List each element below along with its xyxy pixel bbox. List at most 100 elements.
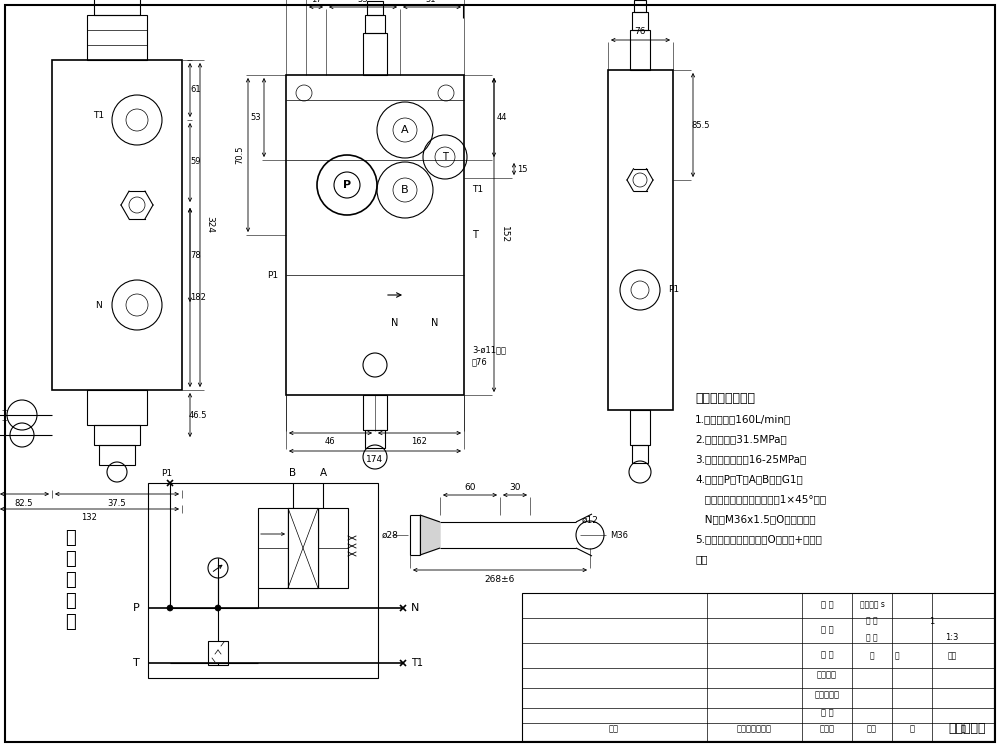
Text: 60: 60 [464,483,476,492]
Text: 标准化检查: 标准化检查 [814,690,840,699]
Text: 46: 46 [325,436,335,445]
Bar [632,445,648,463]
Text: 5.控制方式：手动控制，O型阀杆+弹簧复: 5.控制方式：手动控制，O型阀杆+弹簧复 [695,534,822,544]
Text: 46.5: 46.5 [189,411,207,420]
Text: 53: 53 [251,113,261,122]
Text: N口为M36x1.5，O型圈密封；: N口为M36x1.5，O型圈密封； [695,514,816,524]
Text: 工艺检查: 工艺检查 [817,671,837,680]
Text: 53: 53 [358,0,368,4]
Bar [286,75,464,395]
Text: ø28: ø28 [382,530,398,539]
Text: 张: 张 [895,651,899,660]
Text: P1: P1 [267,270,278,279]
Bar [365,15,385,33]
Text: 更改人: 更改人 [820,725,834,734]
Text: 78: 78 [191,250,201,259]
Text: M36: M36 [610,530,628,539]
Text: 2.公称压力：31.5MPa；: 2.公称压力：31.5MPa； [695,434,787,444]
Text: 1: 1 [929,616,935,625]
Text: P1: P1 [668,285,679,294]
Text: 4.油口：P、T、A、B口为G1；: 4.油口：P、T、A、B口为G1； [695,474,803,484]
Text: 70.5: 70.5 [236,146,244,164]
Text: T: T [472,230,478,240]
Text: B: B [289,468,297,478]
Text: 15: 15 [517,164,527,173]
Text: N: N [431,318,439,328]
Bar [148,483,378,678]
Polygon shape [420,515,440,555]
Text: P1: P1 [161,468,173,477]
Bar [208,641,228,665]
Text: 1.公称流量：160L/min；: 1.公称流量：160L/min； [695,414,791,424]
Text: 角: 角 [870,651,874,660]
Text: A: A [319,468,327,478]
Text: T1: T1 [472,185,483,194]
Text: 标记: 标记 [609,725,619,734]
Text: ø12: ø12 [582,515,598,524]
Text: 审 核: 审 核 [821,708,833,718]
Text: 152: 152 [500,226,509,244]
Bar [363,395,387,430]
Text: 位。: 位。 [695,554,708,564]
Bar [632,12,648,30]
Bar [52,60,182,390]
Text: 174: 174 [366,454,384,463]
Text: 校 对: 校 对 [821,651,833,660]
Text: 比 例: 比 例 [866,633,878,642]
Text: B: B [401,185,409,195]
Text: N: N [391,318,399,328]
Text: 76: 76 [634,28,646,37]
Bar [634,0,646,12]
Text: 61: 61 [191,85,201,95]
Text: 日期: 日期 [867,725,877,734]
Bar [99,445,135,465]
Text: 鲸来: 鲸来 [947,651,957,660]
Bar [87,15,147,60]
Bar [94,425,140,445]
Text: T1: T1 [93,111,105,120]
Text: 均为平面密封，螺纹孔口倒1×45°角；: 均为平面密封，螺纹孔口倒1×45°角； [695,494,826,504]
Bar [288,508,318,588]
Bar [87,390,147,425]
Text: 30: 30 [509,483,521,492]
Bar [288,508,318,588]
Text: 图样标记 s: 图样标记 s [860,601,884,610]
Text: 132: 132 [81,512,97,521]
Text: 签: 签 [910,725,914,734]
Text: 淸76: 淸76 [472,358,488,367]
Text: N: N [411,603,419,613]
Text: 设 计: 设 计 [821,601,833,610]
Text: 一联多路阀: 一联多路阀 [948,722,986,736]
Text: T: T [133,658,140,668]
Text: 162: 162 [411,436,427,445]
Text: 液
压
原
理
图: 液 压 原 理 图 [65,530,75,630]
Circle shape [167,605,173,611]
Text: A: A [401,125,409,135]
Text: 82.5: 82.5 [15,498,33,507]
Text: T1: T1 [411,658,423,668]
Text: 3-ø11通孔: 3-ø11通孔 [472,346,506,355]
Text: 更改内容或依据: 更改内容或依据 [736,725,772,734]
Text: 3.主安全阀压力：16-25MPa；: 3.主安全阀压力：16-25MPa； [695,454,806,464]
Text: 17: 17 [311,0,321,4]
Text: 324: 324 [206,217,214,234]
Bar [522,593,994,741]
Text: 59: 59 [191,158,201,167]
Bar [258,508,288,588]
Bar [630,30,650,70]
Text: 数 量: 数 量 [866,616,878,625]
Bar [365,430,385,448]
Circle shape [215,605,221,611]
Bar [367,1,383,15]
Text: 制 图: 制 图 [821,625,833,634]
Bar [94,0,140,15]
Text: 认: 认 [960,725,966,734]
Text: 51: 51 [426,0,436,4]
Text: 85.5: 85.5 [692,120,710,129]
Bar [630,410,650,445]
Text: 技术要求和参数：: 技术要求和参数： [695,392,755,405]
Text: 268±6: 268±6 [485,575,515,584]
Text: 1:3: 1:3 [945,633,959,642]
Text: 37.5: 37.5 [108,498,126,507]
Bar [608,70,673,410]
